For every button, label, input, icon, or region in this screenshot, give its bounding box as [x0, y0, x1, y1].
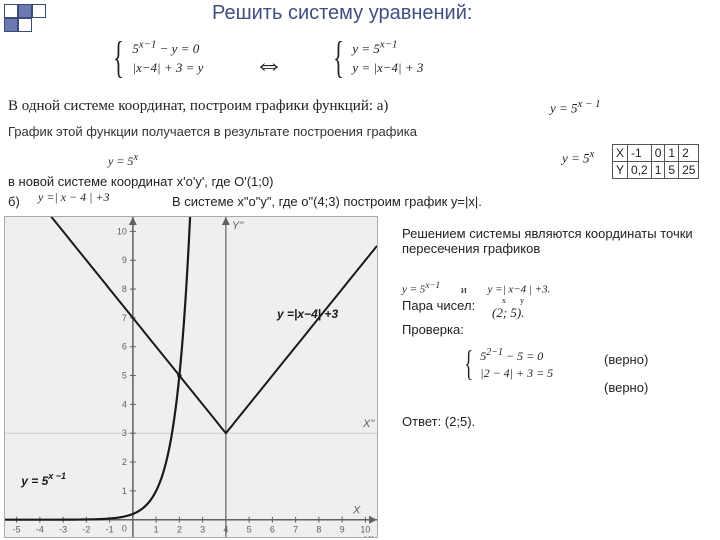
- answer-text: Ответ: (2;5).: [402, 414, 714, 429]
- svg-text:X': X': [362, 535, 373, 538]
- svg-text:X'': X'': [362, 418, 375, 430]
- solution-equations: y = 5x−1 и y =| x−4 | +3.: [402, 280, 714, 296]
- equation-c: y = 5x: [562, 148, 594, 166]
- svg-text:5: 5: [247, 525, 252, 535]
- equation-b: y = 5x: [108, 152, 138, 169]
- svg-text:5: 5: [122, 371, 127, 381]
- pair-value: x y (2; 5).: [492, 296, 530, 321]
- svg-text:-4: -4: [36, 525, 44, 535]
- verno-1: (верно): [604, 352, 648, 367]
- equation-system-2: { y = 5x−1 y = |x−4| + 3: [328, 38, 423, 77]
- svg-text:1: 1: [122, 486, 127, 496]
- svg-text:2: 2: [177, 525, 182, 535]
- coordinate-chart: -5 -4 -3 -2 -1 1 2 3 4 5 6 7 8 9 10 1 2 3 4 5 6 7 8 9 10 0 y =|x−4…: [4, 216, 378, 538]
- svg-text:1: 1: [154, 525, 159, 535]
- text-line-3: в новой системе координат x'o'y', где O'…: [8, 174, 273, 189]
- svg-text:8: 8: [316, 525, 321, 535]
- solution-text-1: Решением системы являются координаты точ…: [402, 226, 714, 256]
- svg-text:2: 2: [122, 457, 127, 467]
- equation-a: y = 5x − 1: [550, 98, 601, 116]
- text-line-2: График этой функции получается в результ…: [8, 124, 417, 139]
- svg-text:8: 8: [122, 284, 127, 294]
- pair-label: Пара чисел:: [402, 298, 714, 313]
- equation-d: y =| x − 4 | +3: [38, 190, 110, 205]
- svg-text:0: 0: [122, 524, 127, 534]
- svg-text:3: 3: [200, 525, 205, 535]
- equiv-arrow: ⇔: [254, 48, 284, 82]
- check-system: { 52−1 − 5 = 0 |2 − 4| + 3 = 5: [460, 346, 553, 382]
- svg-text:10: 10: [117, 226, 127, 236]
- svg-text:4: 4: [122, 399, 127, 409]
- svg-text:-3: -3: [59, 525, 67, 535]
- svg-text:-2: -2: [82, 525, 90, 535]
- svg-text:4: 4: [223, 525, 228, 535]
- verno-2: (верно): [604, 380, 648, 395]
- svg-text:X: X: [352, 505, 361, 517]
- text-line-5: В системе x"o"y", где o"(4;3) построим г…: [172, 194, 482, 209]
- svg-text:9: 9: [122, 255, 127, 265]
- text-line-4: б): [8, 194, 20, 209]
- page-title: Решить систему уравнений:: [212, 2, 472, 25]
- svg-text:-5: -5: [13, 525, 21, 535]
- svg-text:6: 6: [270, 525, 275, 535]
- svg-text:3: 3: [122, 428, 127, 438]
- check-label: Проверка:: [402, 322, 714, 337]
- svg-text:6: 6: [122, 342, 127, 352]
- svg-text:y =|x−4| +3: y =|x−4| +3: [276, 307, 338, 321]
- svg-text:7: 7: [293, 525, 298, 535]
- equation-system-1: { 5x−1 − y = 0 |x−4| + 3 = y: [108, 38, 203, 77]
- svg-text:7: 7: [122, 313, 127, 323]
- svg-text:10: 10: [360, 525, 370, 535]
- svg-text:-1: -1: [106, 525, 114, 535]
- svg-text:y = 5x −1: y = 5x −1: [20, 471, 66, 488]
- svg-text:Y'': Y'': [232, 220, 244, 232]
- svg-text:9: 9: [340, 525, 345, 535]
- text-line-1: В одной системе координат, построим граф…: [8, 98, 388, 115]
- value-table: X-1012 Y0,21525: [612, 144, 699, 179]
